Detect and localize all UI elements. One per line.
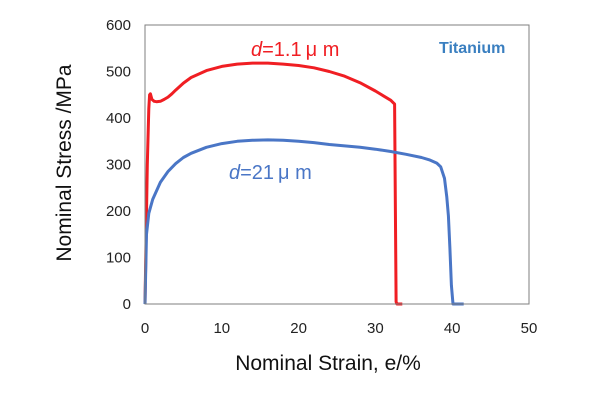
- series-label-fine-grain: d=1.1 μ m: [251, 39, 339, 61]
- y-tick-label: 500: [106, 64, 131, 81]
- x-tick-label: 50: [521, 320, 538, 337]
- y-tick-label: 0: [123, 296, 131, 313]
- material-label: Titanium: [439, 40, 505, 57]
- x-axis-ticks: 0 10 20 30 40 50: [141, 320, 538, 337]
- y-axis-title: Nominal Stress /MPa: [53, 64, 76, 262]
- y-axis-ticks: 0 100 200 300 400 500 600: [106, 17, 131, 313]
- curves-layer: [143, 61, 464, 306]
- series-label-coarse-grain-symbol: d: [229, 162, 241, 184]
- plot-frame: [144, 24, 530, 305]
- series-label-coarse-grain-value: =21 μ m: [240, 162, 312, 184]
- y-tick-label: 100: [106, 250, 131, 267]
- x-tick-label: 20: [290, 320, 307, 337]
- series-label-fine-grain-value: =1.1 μ m: [262, 39, 339, 61]
- y-tick-label: 300: [106, 157, 131, 174]
- x-tick-label: 0: [141, 320, 149, 337]
- y-tick-label: 600: [106, 17, 131, 34]
- series-line-fine-grain: [143, 61, 403, 306]
- x-tick-label: 10: [213, 320, 230, 337]
- y-tick-label: 400: [106, 110, 131, 127]
- series-label-coarse-grain: d=21 μ m: [229, 162, 312, 184]
- x-axis-title: Nominal Strain, e/%: [235, 352, 421, 375]
- series-line-coarse-grain: [143, 138, 464, 306]
- series-label-fine-grain-symbol: d: [251, 39, 263, 61]
- x-tick-label: 40: [444, 320, 461, 337]
- x-tick-label: 30: [367, 320, 384, 337]
- y-tick-label: 200: [106, 203, 131, 220]
